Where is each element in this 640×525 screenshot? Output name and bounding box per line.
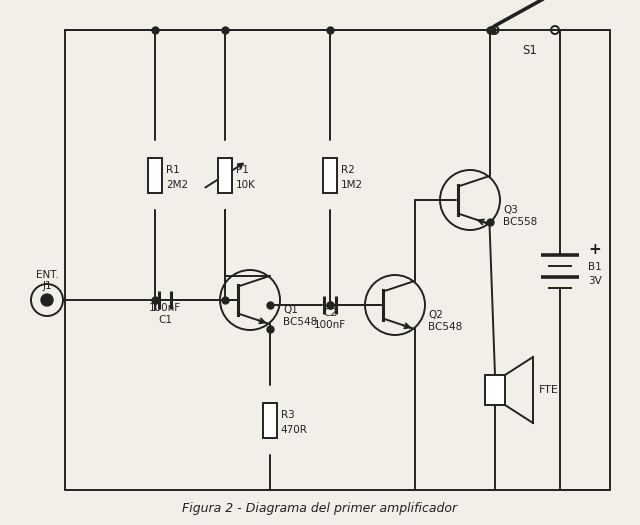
Text: 100nF: 100nF xyxy=(314,320,346,330)
Text: +: + xyxy=(588,243,601,257)
FancyBboxPatch shape xyxy=(323,158,337,193)
FancyBboxPatch shape xyxy=(218,158,232,193)
Text: P1: P1 xyxy=(236,165,249,175)
Text: ENT.: ENT. xyxy=(36,270,58,280)
Text: 3V: 3V xyxy=(588,276,602,286)
Text: BC548: BC548 xyxy=(428,322,462,332)
Text: 470R: 470R xyxy=(280,425,307,435)
Text: Q2: Q2 xyxy=(428,310,443,320)
Circle shape xyxy=(41,294,53,306)
Text: C1: C1 xyxy=(158,315,172,325)
Text: B1: B1 xyxy=(588,262,602,272)
Text: BC548: BC548 xyxy=(283,317,317,327)
Text: 10K: 10K xyxy=(236,180,256,190)
Text: Figura 2 - Diagrama del primer amplificador: Figura 2 - Diagrama del primer amplifica… xyxy=(182,502,458,515)
Text: J1: J1 xyxy=(42,281,52,291)
Text: C2: C2 xyxy=(323,308,337,318)
Text: 100nF: 100nF xyxy=(149,303,181,313)
FancyBboxPatch shape xyxy=(148,158,162,193)
Text: Q1: Q1 xyxy=(283,305,298,315)
FancyBboxPatch shape xyxy=(485,375,505,405)
Text: S1: S1 xyxy=(522,44,537,57)
Text: 1M2: 1M2 xyxy=(341,180,363,190)
Text: R1: R1 xyxy=(166,165,180,175)
Text: R3: R3 xyxy=(280,410,294,420)
Text: FTE: FTE xyxy=(539,385,559,395)
Text: BC558: BC558 xyxy=(503,217,537,227)
Text: R2: R2 xyxy=(341,165,355,175)
Text: 2M2: 2M2 xyxy=(166,180,188,190)
FancyBboxPatch shape xyxy=(262,403,276,437)
Text: Q3: Q3 xyxy=(503,205,518,215)
